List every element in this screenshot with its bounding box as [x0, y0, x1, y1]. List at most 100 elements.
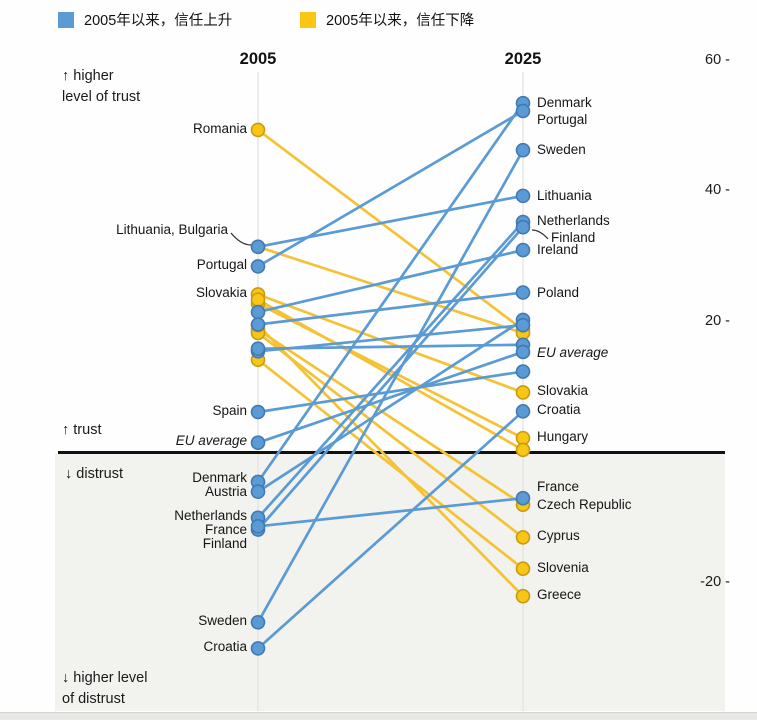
- country-label-left-france: France: [204, 522, 247, 537]
- data-point-greece-2025: [515, 588, 531, 604]
- country-label-right-denmark: Denmark: [537, 95, 592, 110]
- data-point-portugal-2025: [515, 103, 531, 119]
- data-point-france-2005: [250, 518, 266, 534]
- slope-line-ireland: [256, 248, 525, 314]
- country-label-left-slovakia: Slovakia: [195, 285, 247, 300]
- data-point-lithuania-2005: [250, 239, 266, 255]
- data-point-spain-2025: [515, 364, 531, 379]
- data-point-lithuania-2025: [515, 188, 531, 204]
- column-header-2005: 2005: [239, 50, 277, 68]
- legend-label-trust-down: 2005年以来，信任下降: [326, 13, 475, 29]
- country-label-left-finland: Finland: [202, 536, 247, 551]
- data-point-unlabeled-2005: [250, 292, 266, 307]
- slope-line-portugal: [256, 109, 525, 268]
- data-point-poland-2005: [250, 317, 266, 332]
- country-label-right-ireland: Ireland: [537, 242, 579, 257]
- column-header-2025: 2025: [504, 50, 542, 68]
- slope-line-poland: [256, 291, 525, 326]
- annotation-distrust: ↓ distrust: [65, 466, 124, 482]
- country-label-right-czech-republic: Czech Republic: [537, 497, 632, 512]
- country-label-right-sweden: Sweden: [537, 142, 586, 157]
- data-point-france-2025: [515, 490, 531, 506]
- label-connector-finland: [531, 229, 549, 240]
- data-point-sweden-2025: [515, 142, 531, 158]
- data-point-eu-average-2005: [250, 435, 266, 451]
- country-label-left-portugal: Portugal: [196, 257, 247, 272]
- country-label-left-lithuania-bulgaria: Lithuania, Bulgaria: [116, 222, 228, 237]
- annotation-trust: ↑ trust: [62, 422, 102, 438]
- country-label-right-portugal: Portugal: [537, 112, 588, 127]
- y-tick-60: 60 -: [705, 51, 730, 68]
- data-point-cyprus-2025: [515, 530, 531, 545]
- legend-label-trust-up: 2005年以来，信任上升: [84, 13, 233, 29]
- slope-line-bulgaria: [256, 245, 525, 335]
- slope-line-greece: [256, 323, 525, 598]
- country-label-right-cyprus: Cyprus: [537, 528, 580, 543]
- slope-line-slovakia: [256, 293, 525, 394]
- legend-item-trust-up: 2005年以来，信任上升: [58, 9, 232, 30]
- country-label-right-greece: Greece: [537, 587, 582, 602]
- data-point-finland-2025: [515, 219, 531, 235]
- data-point-slovakia-2025: [515, 385, 531, 400]
- slope-line-spain: [256, 370, 525, 414]
- country-label-right-finland: Finland: [551, 230, 596, 245]
- data-point-eu-average-2025: [515, 344, 531, 360]
- data-point-unlabeled-2025: [515, 317, 531, 333]
- slope-line-unlabeled: [256, 343, 525, 351]
- country-label-right-france: France: [537, 479, 580, 494]
- data-point-poland-2025: [515, 285, 531, 300]
- y-tick-20: 20 -: [705, 312, 730, 329]
- data-point-unlabeled-2025: [515, 442, 531, 458]
- trust-down-swatch-icon: [300, 11, 316, 28]
- country-label-left-spain: Spain: [212, 403, 247, 418]
- country-label-right-poland: Poland: [537, 285, 580, 300]
- slope-line-sweden: [256, 148, 525, 624]
- slope-line-eu-average: [256, 350, 525, 445]
- bottom-edge-strip: [0, 712, 757, 720]
- slope-line-austria: [256, 318, 525, 494]
- country-label-left-croatia: Croatia: [203, 639, 247, 654]
- slope-line-france: [256, 496, 525, 528]
- country-label-right-lithuania: Lithuania: [537, 188, 592, 203]
- country-label-left-sweden: Sweden: [198, 613, 247, 628]
- country-label-right-slovenia: Slovenia: [537, 560, 589, 575]
- trust-up-swatch-icon: [58, 11, 74, 28]
- data-point-portugal-2005: [250, 259, 266, 274]
- country-label-left-austria: Austria: [204, 484, 247, 499]
- data-point-ireland-2025: [515, 242, 531, 258]
- slope-line-netherlands: [256, 220, 525, 520]
- slope-line-romania: [256, 128, 525, 332]
- slope-line-lithuania: [256, 194, 525, 249]
- data-point-sweden-2005: [250, 614, 266, 630]
- data-point-spain-2005: [250, 404, 266, 420]
- data-point-croatia-2005: [250, 641, 266, 656]
- data-point-ireland-2005: [250, 304, 266, 320]
- legend-item-trust-down: 2005年以来，信任下降: [300, 9, 474, 30]
- y-tick--20: -20 -: [700, 574, 730, 591]
- slope-line-slovenia: [256, 358, 525, 571]
- data-point-romania-2005: [250, 122, 266, 138]
- data-point-unlabeled-2005: [250, 341, 266, 356]
- country-label-right-hungary: Hungary: [537, 429, 589, 444]
- annotation-higher-trust: ↑ higher level of trust: [62, 68, 141, 105]
- country-label-left-netherlands: Netherlands: [174, 508, 247, 523]
- slope-line-croatia: [256, 410, 525, 650]
- y-tick-40: 40 -: [705, 182, 730, 199]
- label-connector-lithuania-bulgaria: [230, 232, 252, 246]
- country-label-left-denmark: Denmark: [192, 470, 247, 485]
- data-point-slovenia-2025: [515, 561, 531, 577]
- slope-line-unlabeled: [256, 298, 525, 452]
- data-point-austria-2005: [250, 484, 266, 499]
- annotation-higher-distrust: ↓ higher level of distrust: [62, 670, 148, 707]
- slope-line-finland: [256, 225, 525, 531]
- distrust-band: [55, 454, 725, 711]
- country-label-right-slovakia: Slovakia: [537, 383, 589, 398]
- slope-line-denmark: [256, 101, 525, 484]
- country-label-right-eu-average: EU average: [537, 345, 609, 360]
- slope-line-cyprus: [256, 331, 525, 539]
- country-label-left-romania: Romania: [192, 121, 247, 136]
- country-label-right-croatia: Croatia: [537, 402, 581, 417]
- data-point-croatia-2025: [515, 404, 531, 419]
